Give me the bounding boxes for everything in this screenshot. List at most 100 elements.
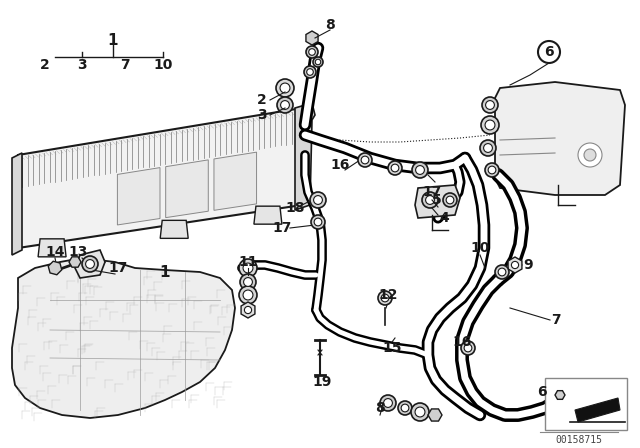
Circle shape [378, 291, 392, 305]
Circle shape [243, 263, 253, 273]
Circle shape [243, 290, 253, 300]
Circle shape [383, 399, 392, 407]
Polygon shape [508, 257, 522, 273]
Circle shape [276, 79, 294, 97]
Text: 13: 13 [68, 245, 88, 259]
Circle shape [461, 341, 475, 355]
Circle shape [538, 41, 560, 63]
Polygon shape [214, 152, 257, 210]
Circle shape [306, 46, 318, 58]
Polygon shape [48, 261, 62, 275]
Text: 19: 19 [312, 375, 332, 389]
Polygon shape [428, 409, 442, 421]
Circle shape [314, 218, 322, 226]
Circle shape [388, 161, 402, 175]
Polygon shape [254, 206, 282, 224]
Text: 2: 2 [257, 93, 267, 107]
Circle shape [484, 144, 492, 152]
Circle shape [391, 164, 399, 172]
Circle shape [244, 306, 252, 314]
Circle shape [443, 193, 457, 207]
Polygon shape [12, 258, 235, 418]
Circle shape [578, 143, 602, 167]
Circle shape [486, 101, 494, 109]
Text: 5: 5 [432, 193, 442, 207]
Text: 7: 7 [551, 313, 561, 327]
Circle shape [481, 116, 499, 134]
Polygon shape [160, 220, 188, 238]
Circle shape [426, 196, 435, 204]
Circle shape [304, 66, 316, 78]
Circle shape [380, 395, 396, 411]
Text: 6: 6 [544, 45, 554, 59]
Polygon shape [295, 103, 315, 210]
Text: 00158715: 00158715 [556, 435, 602, 445]
Circle shape [401, 404, 409, 412]
Text: 17: 17 [272, 221, 292, 235]
Text: 16: 16 [452, 335, 472, 349]
Polygon shape [241, 302, 255, 318]
Text: 15: 15 [382, 341, 402, 355]
Polygon shape [69, 257, 81, 267]
Circle shape [358, 153, 372, 167]
Text: 9: 9 [523, 258, 533, 272]
Circle shape [239, 259, 257, 277]
Polygon shape [415, 185, 460, 218]
Circle shape [415, 166, 424, 174]
Circle shape [314, 196, 323, 204]
Circle shape [86, 259, 95, 268]
Text: 1: 1 [108, 33, 118, 47]
Circle shape [398, 401, 412, 415]
Circle shape [488, 166, 496, 174]
Text: 7: 7 [120, 58, 130, 72]
Bar [545, 378, 627, 430]
Text: 18: 18 [285, 201, 305, 215]
Polygon shape [38, 239, 66, 257]
Circle shape [240, 274, 256, 290]
Circle shape [313, 57, 323, 67]
Text: 8: 8 [375, 401, 385, 415]
Circle shape [415, 407, 425, 417]
Text: 8: 8 [325, 18, 335, 32]
Polygon shape [555, 391, 565, 399]
Text: 16: 16 [330, 158, 349, 172]
Polygon shape [166, 160, 208, 218]
Circle shape [82, 256, 98, 272]
Circle shape [244, 278, 252, 286]
Circle shape [584, 149, 596, 161]
Circle shape [311, 215, 325, 229]
Circle shape [464, 344, 472, 352]
Text: 17: 17 [422, 185, 442, 199]
Circle shape [480, 140, 496, 156]
Text: 17: 17 [108, 261, 128, 275]
Circle shape [411, 403, 429, 421]
Text: 1: 1 [160, 264, 170, 280]
Text: 10: 10 [470, 241, 490, 255]
Circle shape [446, 196, 454, 204]
Circle shape [485, 120, 495, 130]
Circle shape [280, 101, 289, 109]
Text: 4: 4 [439, 211, 449, 225]
Text: 10: 10 [154, 58, 173, 72]
Text: 6: 6 [537, 385, 547, 399]
Circle shape [310, 192, 326, 208]
Circle shape [511, 261, 518, 269]
Polygon shape [18, 108, 302, 248]
Text: 3: 3 [257, 108, 267, 122]
Polygon shape [575, 398, 620, 422]
Text: 12: 12 [378, 288, 397, 302]
Text: 14: 14 [45, 245, 65, 259]
Circle shape [361, 156, 369, 164]
Text: 2: 2 [40, 58, 50, 72]
Circle shape [482, 97, 498, 113]
Circle shape [495, 265, 509, 279]
Circle shape [422, 192, 438, 208]
Circle shape [280, 83, 290, 93]
Circle shape [412, 162, 428, 178]
Text: 11: 11 [238, 255, 258, 269]
Polygon shape [306, 31, 318, 45]
Circle shape [239, 286, 257, 304]
Circle shape [381, 294, 389, 302]
Text: 3: 3 [77, 58, 87, 72]
Circle shape [307, 69, 314, 75]
